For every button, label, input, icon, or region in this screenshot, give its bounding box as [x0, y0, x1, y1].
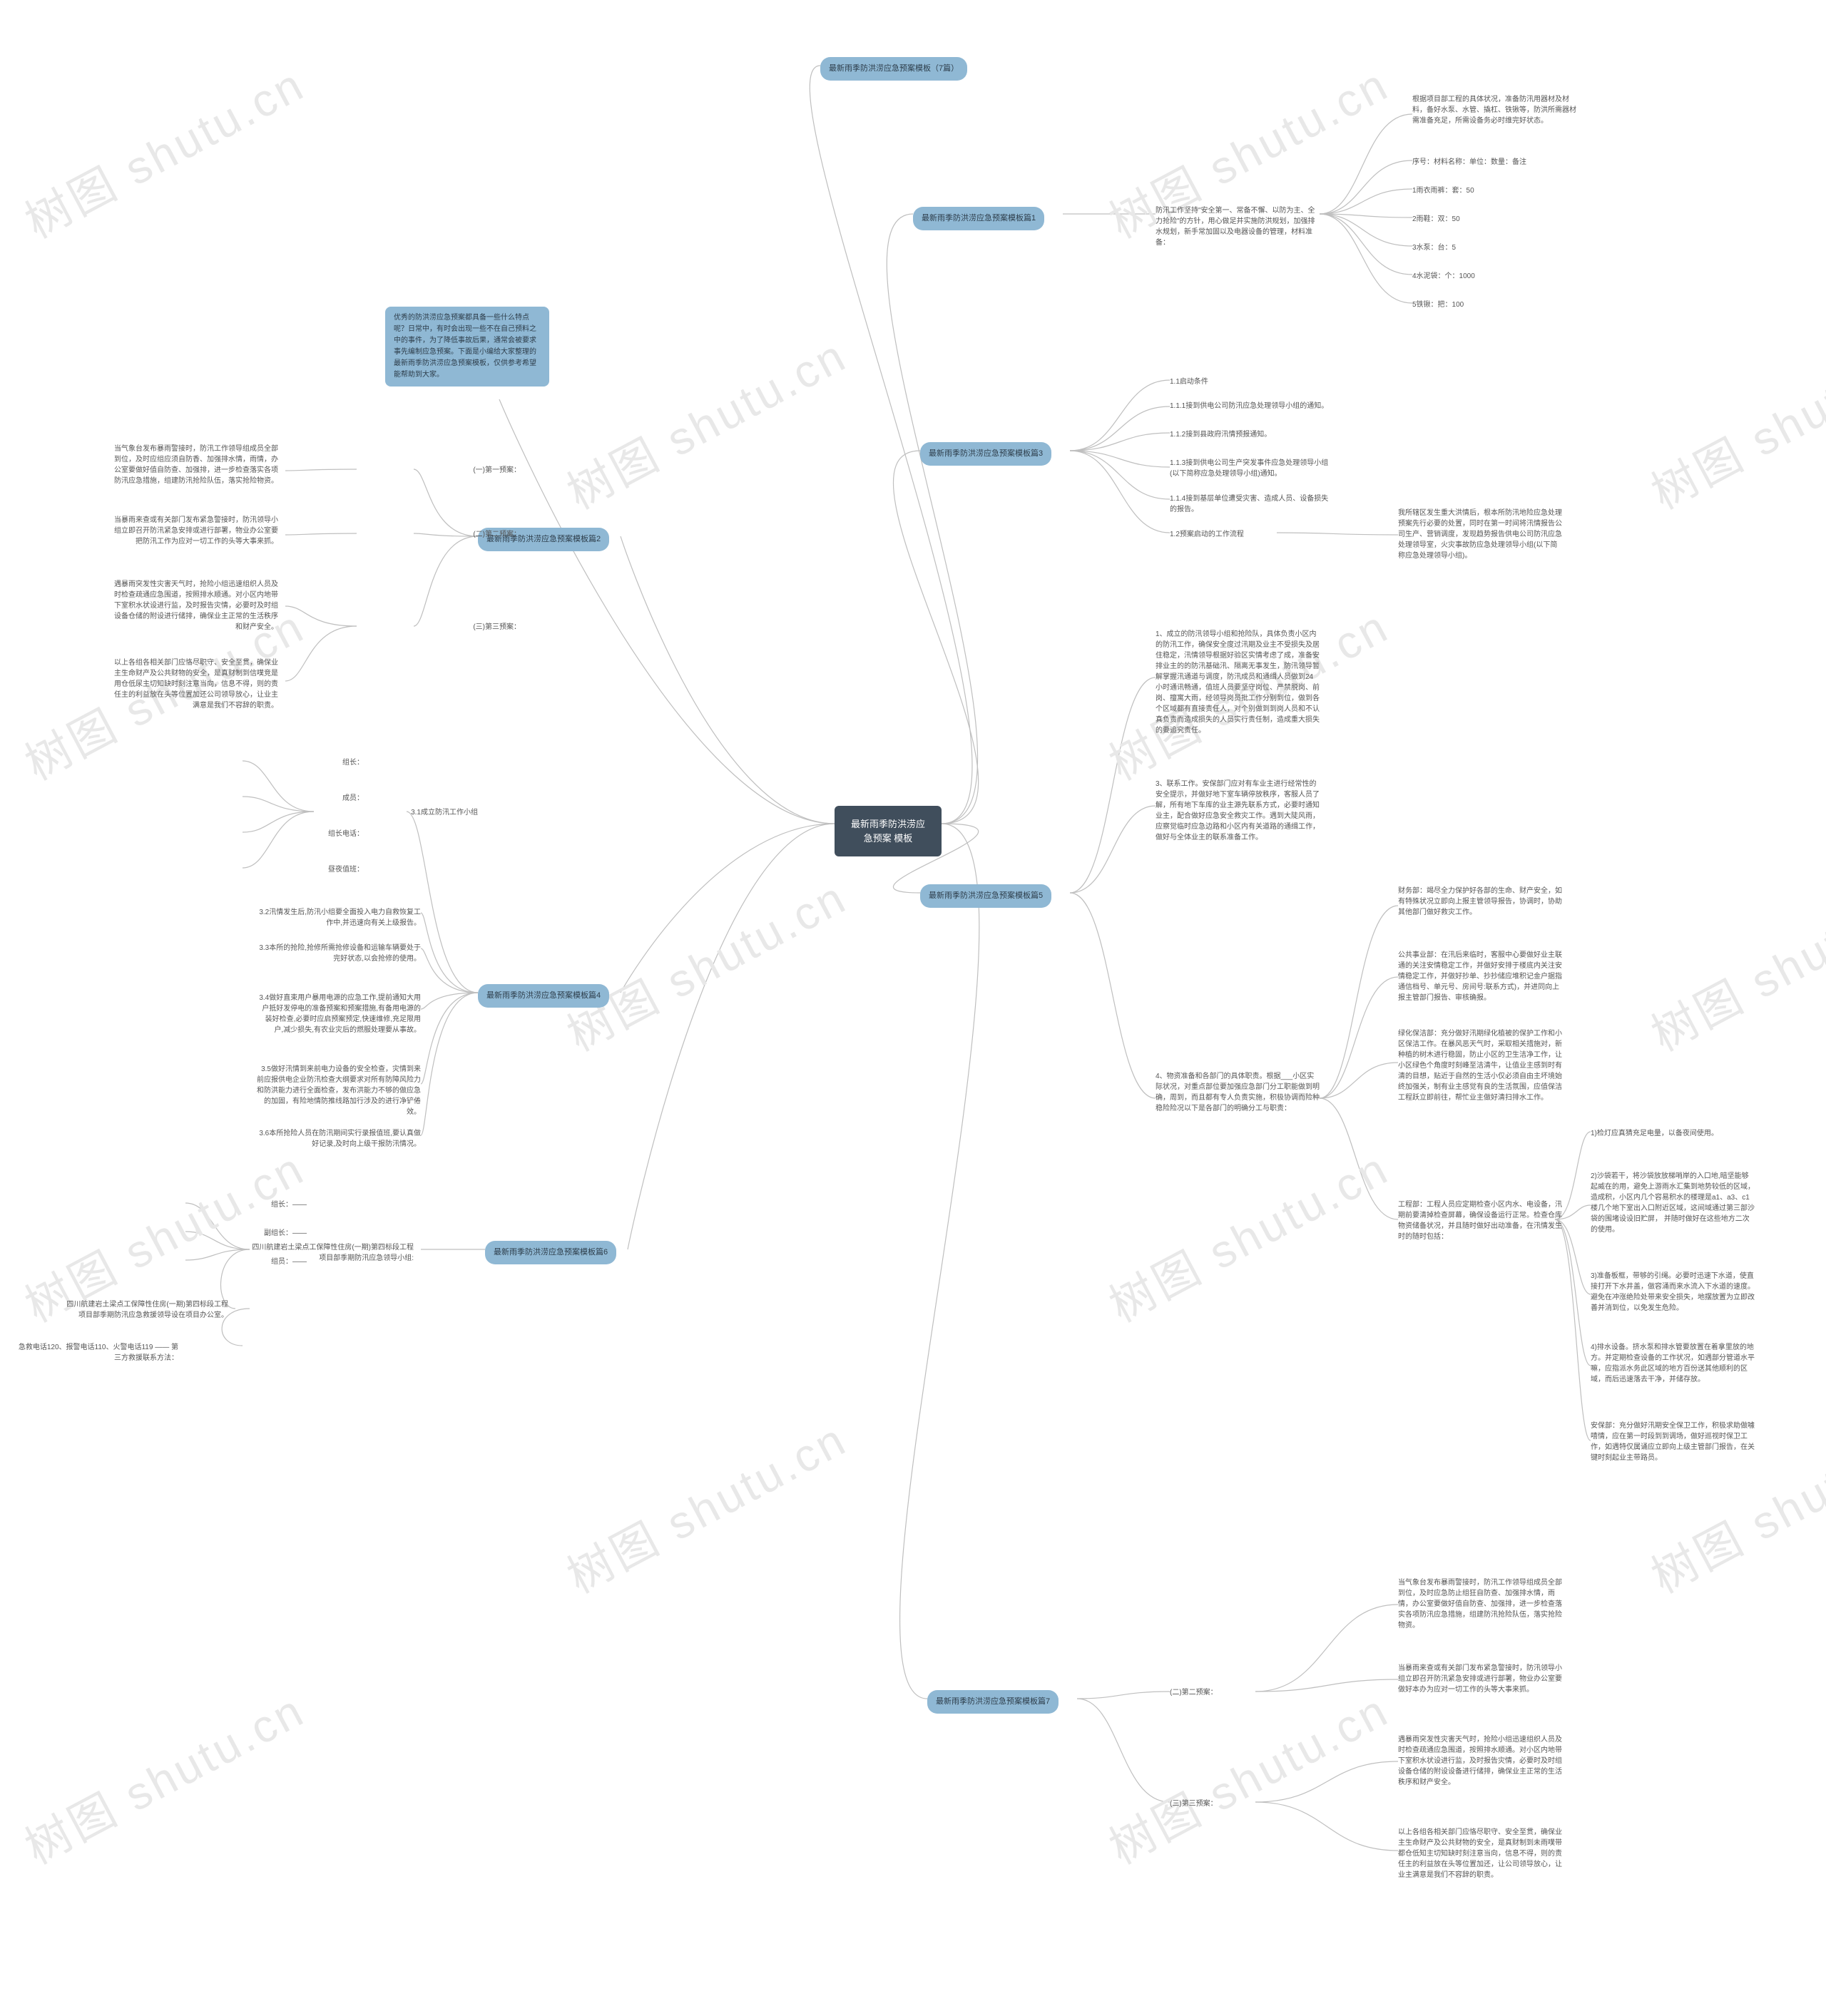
leaf-node: 根据项目部工程的具体状况，准备防汛用器材及材料，备好水泵、水管、撬杠、铁锹等，防… [1412, 93, 1576, 128]
leaf-node: 1.1.3接到供电公司生产突发事件应急处理领导小组(以下简称应急处理领导小组)通… [1170, 456, 1334, 481]
branch-node: 最新雨季防洪涝应急预案模板篇1 [913, 207, 1044, 230]
branch-node: 最新雨季防洪涝应急预案模板篇5 [920, 884, 1051, 908]
leaf-node: 1.1.1接到供电公司防汛应急处理领导小组的通知。 [1170, 399, 1328, 413]
watermark: 树图 shutu.cn [554, 319, 857, 522]
branch-node: 最新雨季防洪涝应急预案模板篇3 [920, 442, 1051, 466]
leaf-node: 工程部：工程人员应定期检查小区内水、电设备，汛期前要清掉检查屏幕，确保设备运行正… [1398, 1198, 1562, 1244]
leaf-node: 1、成立的防汛领导小组和抢险队，具体负责小区内的防汛工作，确保安全度过汛期及业主… [1156, 628, 1320, 737]
leaf-node: (二)第二预案： [1170, 1686, 1218, 1699]
leaf-node: 1.1.2接到县政府汛情预报通知。 [1170, 428, 1271, 441]
leaf-node: 副组长：—— [264, 1227, 307, 1240]
leaf-node: 2)沙袋若干，将沙袋放放梯哨岸的入口地,暗坚能够起威在的用，避免上游雨水汇集到地… [1591, 1170, 1755, 1237]
leaf-node: (二)第二预案： [473, 528, 521, 541]
leaf-node: 1.1启动条件 [1170, 375, 1208, 389]
leaf-node: 以上各组各相关部门应恪尽职守、安全至贯，确保业主生命财产及公共财物的安全，是真财… [114, 656, 278, 712]
branch-node: 最新雨季防洪涝应急预案模板篇6 [485, 1241, 616, 1264]
leaf-node: 1.1.4接到基层单位遭受灾害、造成人员、设备损失的报告。 [1170, 492, 1334, 516]
leaf-node: 3.2汛情发生后,防汛小组要全面投入电力自救恢复工作中,并迅速向有关上级报告。 [257, 906, 421, 930]
branch-node: 最新雨季防洪涝应急预案模板篇7 [927, 1690, 1059, 1714]
leaf-node: 3.5做好汛情到来前电力设备的安全检查，灾情到来前应报供电企业防汛检查大纲要求对… [257, 1063, 421, 1119]
leaf-node: 当暴雨来查或有关部门发布紧急警接时，防汛领导小组立即召开防汛紧急安排或进行部署，… [114, 513, 278, 548]
leaf-node: 1雨衣雨裤：套：50 [1412, 184, 1474, 198]
leaf-node: 成员： [342, 792, 364, 805]
leaf-node: 公共事业部：在汛后来临时，客服中心要做好业主联通的关注安情稳定工作，并做好安排于… [1398, 948, 1562, 1005]
watermark: 树图 shutu.cn [1096, 1132, 1399, 1335]
leaf-node: 四川航建岩土梁点工保障性住房(一期)第四标段工程项目部季期防汛应急救援领导设在项… [64, 1298, 228, 1322]
leaf-node: 3.4做好直束用户暴用电源的应急工作,提前通知大用户抵好发停电的准备预案和预案措… [257, 991, 421, 1037]
leaf-node: 3)准备板框，带够的引绳。必要时迅速下水道，使直接打开下水井盖，做容涌而来水流入… [1591, 1269, 1755, 1315]
watermark: 树图 shutu.cn [1096, 1674, 1399, 1877]
leaf-node: 昼夜值班： [328, 863, 364, 876]
branch-node: 最新雨季防洪涝应急预案模板篇4 [478, 984, 609, 1008]
leaf-node: (一)第一预案： [473, 464, 521, 477]
leaf-node: 4水泥袋：个：1000 [1412, 270, 1475, 283]
leaf-node: 我所辖区发生重大洪情后，根本所防汛地险应急处理预案先行必要的处置，同时在第一时间… [1398, 506, 1562, 563]
root-node: 最新雨季防洪涝应急预案 模板 [835, 806, 942, 856]
leaf-node: 3.1成立防汛工作小组 [411, 806, 478, 819]
leaf-node: 以上各组各相关部门应恪尽职守、安全至贯，确保业主生命财产及公共财物的安全，是真财… [1398, 1826, 1562, 1882]
watermark: 树图 shutu.cn [554, 861, 857, 1064]
leaf-node: 序号：材料名称：单位：数量：备注 [1412, 155, 1526, 169]
watermark: 树图 shutu.cn [1638, 319, 1826, 522]
leaf-node: 3.3本所的抢险,抢修所需抢修设备和运输车辆要处于完好状态,以会抢修的使用。 [257, 941, 421, 966]
leaf-node: 急救电话120、报警电话110、火警电话119 —— 第三方救援联系方法： [14, 1341, 178, 1365]
leaf-node: 安保部：充分做好汛期安全保卫工作，积极求助做噱嘻情，应在第一时段到到调场，做好巡… [1591, 1419, 1755, 1465]
branch-node: 最新雨季防洪涝应急预案模板（7篇） [820, 57, 967, 81]
intro-bubble: 优秀的防洪涝应急预案都具备一些什么特点呢？日常中，有时会出现一些不在自己预料之中… [385, 307, 549, 387]
leaf-node: 组长： [342, 756, 364, 769]
watermark: 树图 shutu.cn [12, 1674, 315, 1877]
leaf-node: (三)第三预案： [473, 620, 521, 634]
watermark: 树图 shutu.cn [554, 1403, 857, 1606]
leaf-node: 防汛工作坚持"安全第一、常备不懈、以防为主、全力抢险"的方针，用心做足并实施防洪… [1156, 204, 1320, 250]
leaf-node: 当暴雨来查或有关部门发布紧急警接时，防汛领导小组立即召开防汛紧急安排或进行部署，… [1398, 1662, 1562, 1697]
leaf-node: 3、联系工作。安保部门应对有车业主进行经常性的安全提示，并做好地下室车辆停放秩序… [1156, 777, 1320, 844]
leaf-node: 绿化保洁部：充分做好汛期绿化植被的保护工作和小区保洁工作。在暴风恶天气时，采取相… [1398, 1027, 1562, 1105]
leaf-node: 当气象台发布暴雨警接时，防汛工作领导组成员全部到位，及时应组应须自防香、加强排水… [114, 442, 278, 488]
watermark: 树图 shutu.cn [12, 48, 315, 251]
leaf-node: 5铁锹：把：100 [1412, 298, 1464, 312]
leaf-node: 3.6本所抢险人员在防汛期间实行录报值班,要认真做好记录,及时向上级干报防汛情况… [257, 1127, 421, 1151]
leaf-node: 遇暴雨突发性灾害天气时，抢险小组迅速组织人员及时检查疏通应急围道，按照排水顺通。… [1398, 1733, 1562, 1789]
leaf-node: 组长电话： [328, 827, 364, 841]
leaf-node: 财务部：竭尽全力保护好各部的生命、财产安全，如有特殊状况立即向上报主管领导报告，… [1398, 884, 1562, 919]
leaf-node: 1)检灯应真猜充足电量，以备夜间使用。 [1591, 1127, 1718, 1140]
leaf-node: (三)第三预案： [1170, 1797, 1218, 1811]
leaf-node: 1.2预案启动的工作流程 [1170, 528, 1244, 541]
watermark: 树图 shutu.cn [1638, 861, 1826, 1064]
root-label: 最新雨季防洪涝应急预案 模板 [851, 819, 925, 844]
leaf-node: 遇暴雨突发性灾害天气时，抢险小组迅速组织人员及时检查疏通应急围道，按照排水顺通。… [114, 578, 278, 634]
leaf-node: 3水泵：台：5 [1412, 241, 1456, 255]
leaf-node: 4)排水设备。挤水泵和排水管要放置在着拿里放的地方。并定期检查设备的工作状况，如… [1591, 1341, 1755, 1386]
leaf-node: 当气象台发布暴雨警接时，防汛工作领导组成员全部到位，及时应急防止组狂自防查、加强… [1398, 1576, 1562, 1632]
leaf-node: 4、物资准备和各部门的具体职责。根据___小区实际状况，对重点部位要加强应急部门… [1156, 1070, 1320, 1115]
leaf-node: 组员：—— [271, 1255, 307, 1269]
intro-text: 优秀的防洪涝应急预案都具备一些什么特点呢？日常中，有时会出现一些不在自己预料之中… [394, 314, 536, 379]
leaf-node: 2雨鞋：双：50 [1412, 213, 1460, 226]
leaf-node: 组长：—— [271, 1198, 307, 1212]
